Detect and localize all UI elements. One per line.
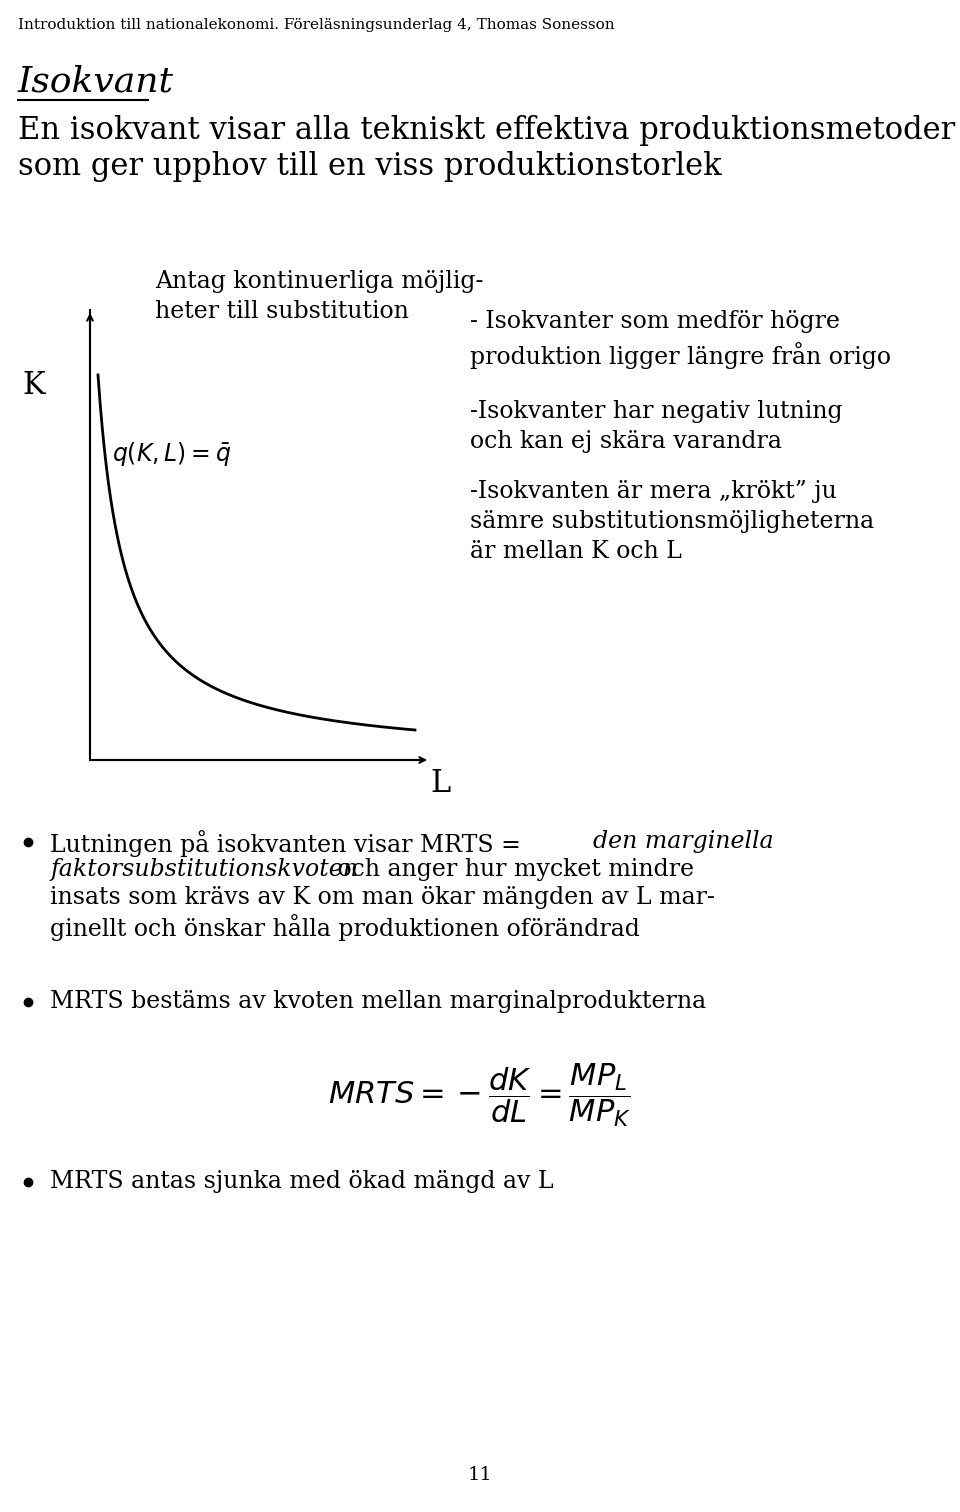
Text: MRTS antas sjunka med ökad mängd av L: MRTS antas sjunka med ökad mängd av L [50,1170,554,1193]
Text: - Isokvanter som medför högre
produktion ligger längre från origo: - Isokvanter som medför högre produktion… [470,310,891,369]
Text: faktorsubstitutionskvoten: faktorsubstitutionskvoten [50,857,358,881]
Text: En isokvant visar alla tekniskt effektiva produktionsmetoder som ger upphov till: En isokvant visar alla tekniskt effektiv… [18,115,955,181]
Text: och anger hur mycket mindre: och anger hur mycket mindre [330,857,694,881]
Text: Lutningen på isokvanten visar MRTS =: Lutningen på isokvanten visar MRTS = [50,830,528,857]
Text: MRTS bestäms av kvoten mellan marginalprodukterna: MRTS bestäms av kvoten mellan marginalpr… [50,990,707,1013]
Text: L: L [430,768,450,798]
Text: Introduktion till nationalekonomi. Föreläsningsunderlag 4, Thomas Sonesson: Introduktion till nationalekonomi. Förel… [18,18,614,32]
Text: ginellt och önskar hålla produktionen oförändrad: ginellt och önskar hålla produktionen of… [50,913,640,940]
Text: Isokvant: Isokvant [18,65,174,98]
Text: insats som krävs av K om man ökar mängden av L mar-: insats som krävs av K om man ökar mängde… [50,886,715,909]
Text: $MRTS = -\dfrac{dK}{dL} = \dfrac{MP_L}{MP_K}$: $MRTS = -\dfrac{dK}{dL} = \dfrac{MP_L}{M… [328,1061,632,1129]
Text: $q(K, L) = \bar{q}$: $q(K, L) = \bar{q}$ [112,440,231,469]
Text: -Isokvanten är mera „krökt” ju
sämre substitutionsmöjligheterna
är mellan K och : -Isokvanten är mera „krökt” ju sämre sub… [470,479,875,564]
Text: K: K [22,370,45,401]
Text: den marginella: den marginella [593,830,774,853]
Text: 11: 11 [468,1467,492,1483]
Text: -Isokvanter har negativ lutning
och kan ej skära varandra: -Isokvanter har negativ lutning och kan … [470,401,843,454]
Text: Antag kontinuerliga möjlig-
heter till substitution: Antag kontinuerliga möjlig- heter till s… [155,271,484,324]
